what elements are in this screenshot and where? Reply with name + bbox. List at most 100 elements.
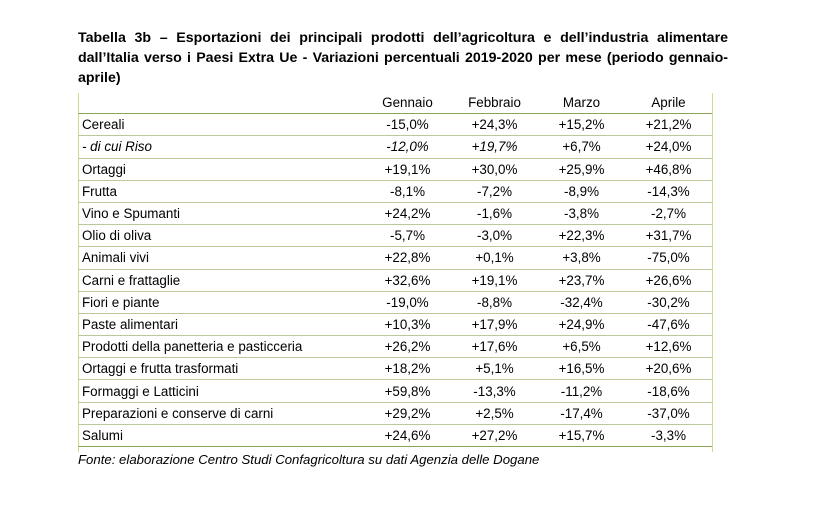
header-empty: [78, 92, 364, 115]
cell-value: -13,3%: [451, 379, 538, 403]
cell-value: +19,1%: [364, 158, 451, 181]
table-row: Cereali -15,0% +24,3% +15,2% +21,2%: [78, 113, 712, 137]
cell-value: -3,8%: [538, 202, 625, 226]
cell-value: -8,1%: [364, 180, 451, 203]
cell-value: +17,9%: [451, 313, 538, 337]
cell-value: +6,7%: [538, 135, 625, 159]
cell-value: +12,6%: [625, 335, 712, 359]
cell-value: +15,7%: [538, 424, 625, 448]
table-header-row: Gennaio Febbraio Marzo Aprile: [78, 92, 712, 115]
cell-value: +23,7%: [538, 269, 625, 292]
source-note: Fonte: elaborazione Centro Studi Confagr…: [78, 452, 540, 467]
row-label: Formaggi e Latticini: [78, 379, 364, 403]
table-row: - di cui Riso -12,0% +19,7% +6,7% +24,0%: [78, 135, 712, 159]
cell-value: +10,3%: [364, 313, 451, 337]
table-row: Olio di oliva -5,7% -3,0% +22,3% +31,7%: [78, 224, 712, 248]
table-row: Salumi +24,6% +27,2% +15,7% -3,3%: [78, 424, 712, 448]
cell-value: -15,0%: [364, 113, 451, 137]
export-variation-table: Gennaio Febbraio Marzo Aprile Cereali -1…: [78, 92, 712, 448]
cell-value: +46,8%: [625, 158, 712, 181]
table-row: Prodotti della panetteria e pasticceria …: [78, 335, 712, 359]
table-row: Carni e frattaglie +32,6% +19,1% +23,7% …: [78, 269, 712, 292]
cell-value: +2,5%: [451, 402, 538, 425]
cell-value: -30,2%: [625, 291, 712, 314]
cell-value: +5,1%: [451, 357, 538, 381]
cell-value: -14,3%: [625, 180, 712, 203]
cell-value: -7,2%: [451, 180, 538, 203]
cell-value: +17,6%: [451, 335, 538, 359]
table-row: Paste alimentari +10,3% +17,9% +24,9% -4…: [78, 313, 712, 337]
cell-value: +25,9%: [538, 158, 625, 181]
row-label: Vino e Spumanti: [78, 202, 364, 226]
cell-value: +19,1%: [451, 269, 538, 292]
cell-value: -18,6%: [625, 379, 712, 403]
cell-value: -5,7%: [364, 224, 451, 248]
cell-value: +3,8%: [538, 246, 625, 270]
cell-value: +26,6%: [625, 269, 712, 292]
cell-value: +30,0%: [451, 158, 538, 181]
cell-value: -1,6%: [451, 202, 538, 226]
cell-value: -3,3%: [625, 424, 712, 448]
cell-value: +24,0%: [625, 135, 712, 159]
table-row: Vino e Spumanti +24,2% -1,6% -3,8% -2,7%: [78, 202, 712, 226]
cell-value: -8,8%: [451, 291, 538, 314]
cell-value: +6,5%: [538, 335, 625, 359]
row-label: Cereali: [78, 113, 364, 137]
row-label: Ortaggi e frutta trasformati: [78, 357, 364, 381]
column-header: Febbraio: [451, 92, 538, 115]
cell-value: +16,5%: [538, 357, 625, 381]
cell-value: +18,2%: [364, 357, 451, 381]
cell-value: +15,2%: [538, 113, 625, 137]
cell-value: +59,8%: [364, 379, 451, 403]
cell-value: -2,7%: [625, 202, 712, 226]
cell-value: -32,4%: [538, 291, 625, 314]
cell-value: +24,3%: [451, 113, 538, 137]
column-header: Marzo: [538, 92, 625, 115]
table-row: Ortaggi e frutta trasformati +18,2% +5,1…: [78, 357, 712, 381]
row-label: Paste alimentari: [78, 313, 364, 337]
cell-value: +19,7%: [451, 135, 538, 159]
row-label: Olio di oliva: [78, 224, 364, 248]
column-header: Aprile: [625, 92, 712, 115]
table-row: Fiori e piante -19,0% -8,8% -32,4% -30,2…: [78, 291, 712, 314]
row-label: Fiori e piante: [78, 291, 364, 314]
row-label: Frutta: [78, 180, 364, 203]
table-title: Tabella 3b – Esportazioni dei principali…: [78, 30, 728, 86]
cell-value: -37,0%: [625, 402, 712, 425]
row-label: Carni e frattaglie: [78, 269, 364, 292]
cell-value: +0,1%: [451, 246, 538, 270]
table-row: Preparazioni e conserve di carni +29,2% …: [78, 402, 712, 425]
table-row: Animali vivi +22,8% +0,1% +3,8% -75,0%: [78, 246, 712, 270]
row-label: Preparazioni e conserve di carni: [78, 402, 364, 425]
cell-value: +21,2%: [625, 113, 712, 137]
cell-value: -17,4%: [538, 402, 625, 425]
row-label: - di cui Riso: [78, 135, 364, 159]
cell-value: +32,6%: [364, 269, 451, 292]
row-label: Ortaggi: [78, 158, 364, 181]
cell-value: -3,0%: [451, 224, 538, 248]
row-label: Animali vivi: [78, 246, 364, 270]
cell-value: -8,9%: [538, 180, 625, 203]
cell-value: +26,2%: [364, 335, 451, 359]
table-row: Ortaggi +19,1% +30,0% +25,9% +46,8%: [78, 158, 712, 181]
cell-value: +31,7%: [625, 224, 712, 248]
cell-value: -12,0%: [364, 135, 451, 159]
cell-value: -11,2%: [538, 379, 625, 403]
table-right-border: [712, 93, 713, 452]
cell-value: -47,6%: [625, 313, 712, 337]
cell-value: +20,6%: [625, 357, 712, 381]
table-row: Formaggi e Latticini +59,8% -13,3% -11,2…: [78, 379, 712, 403]
row-label: Prodotti della panetteria e pasticceria: [78, 335, 364, 359]
cell-value: +24,9%: [538, 313, 625, 337]
column-header: Gennaio: [364, 92, 451, 115]
cell-value: -19,0%: [364, 291, 451, 314]
cell-value: +24,2%: [364, 202, 451, 226]
table-row: Frutta -8,1% -7,2% -8,9% -14,3%: [78, 180, 712, 203]
cell-value: +24,6%: [364, 424, 451, 448]
cell-value: +22,8%: [364, 246, 451, 270]
cell-value: +22,3%: [538, 224, 625, 248]
cell-value: -75,0%: [625, 246, 712, 270]
cell-value: +27,2%: [451, 424, 538, 448]
row-label: Salumi: [78, 424, 364, 448]
cell-value: +29,2%: [364, 402, 451, 425]
